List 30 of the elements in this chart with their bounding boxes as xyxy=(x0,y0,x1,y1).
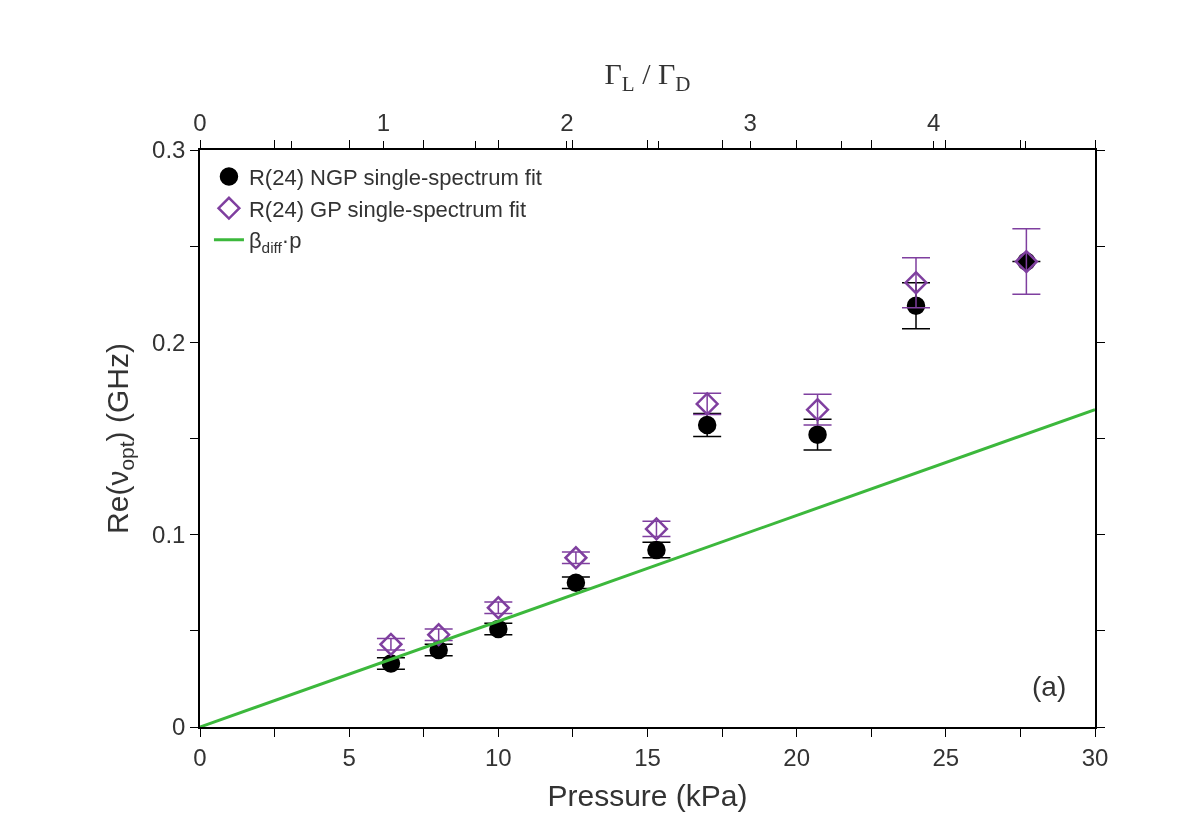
x2-tick-label: 0 xyxy=(193,109,207,137)
point xyxy=(566,573,586,592)
x2-tick-label: 3 xyxy=(743,109,757,137)
x-axis-title: Pressure (kPa) xyxy=(547,778,748,812)
x-tick-label: 5 xyxy=(342,743,356,771)
point xyxy=(697,415,717,435)
x2-axis-title: Γ$_{L}$ / Γ$_{D}$ xyxy=(604,57,691,96)
point xyxy=(808,425,827,444)
y-tick-label: 0 xyxy=(172,713,186,741)
y-tick-label: 0.1 xyxy=(152,521,186,549)
x-tick-label: 25 xyxy=(932,743,960,771)
x-tick-label: 0 xyxy=(193,743,207,771)
legend-label: R(24) NGP single-spectrum fit xyxy=(248,165,542,191)
point xyxy=(647,540,666,560)
legend-label: β$_{diff}$·p xyxy=(248,228,302,256)
point xyxy=(486,596,510,620)
y-tick-label: 0.2 xyxy=(152,328,186,356)
x2-tick-label: 2 xyxy=(560,109,574,137)
x-tick-label: 15 xyxy=(634,743,661,771)
y-tick-label: 0.3 xyxy=(152,136,186,164)
point xyxy=(379,632,403,656)
x2-tick-label: 4 xyxy=(926,109,941,137)
x2-tick-label: 1 xyxy=(376,109,391,137)
legend-label: R(24) GP single-spectrum fit xyxy=(248,196,527,222)
x-tick-label: 10 xyxy=(484,743,512,771)
point xyxy=(564,546,588,570)
x-tick-label: 20 xyxy=(783,743,811,771)
point xyxy=(904,271,928,295)
x-tick-label: 30 xyxy=(1081,743,1109,771)
annotation: (a) xyxy=(1032,671,1067,702)
